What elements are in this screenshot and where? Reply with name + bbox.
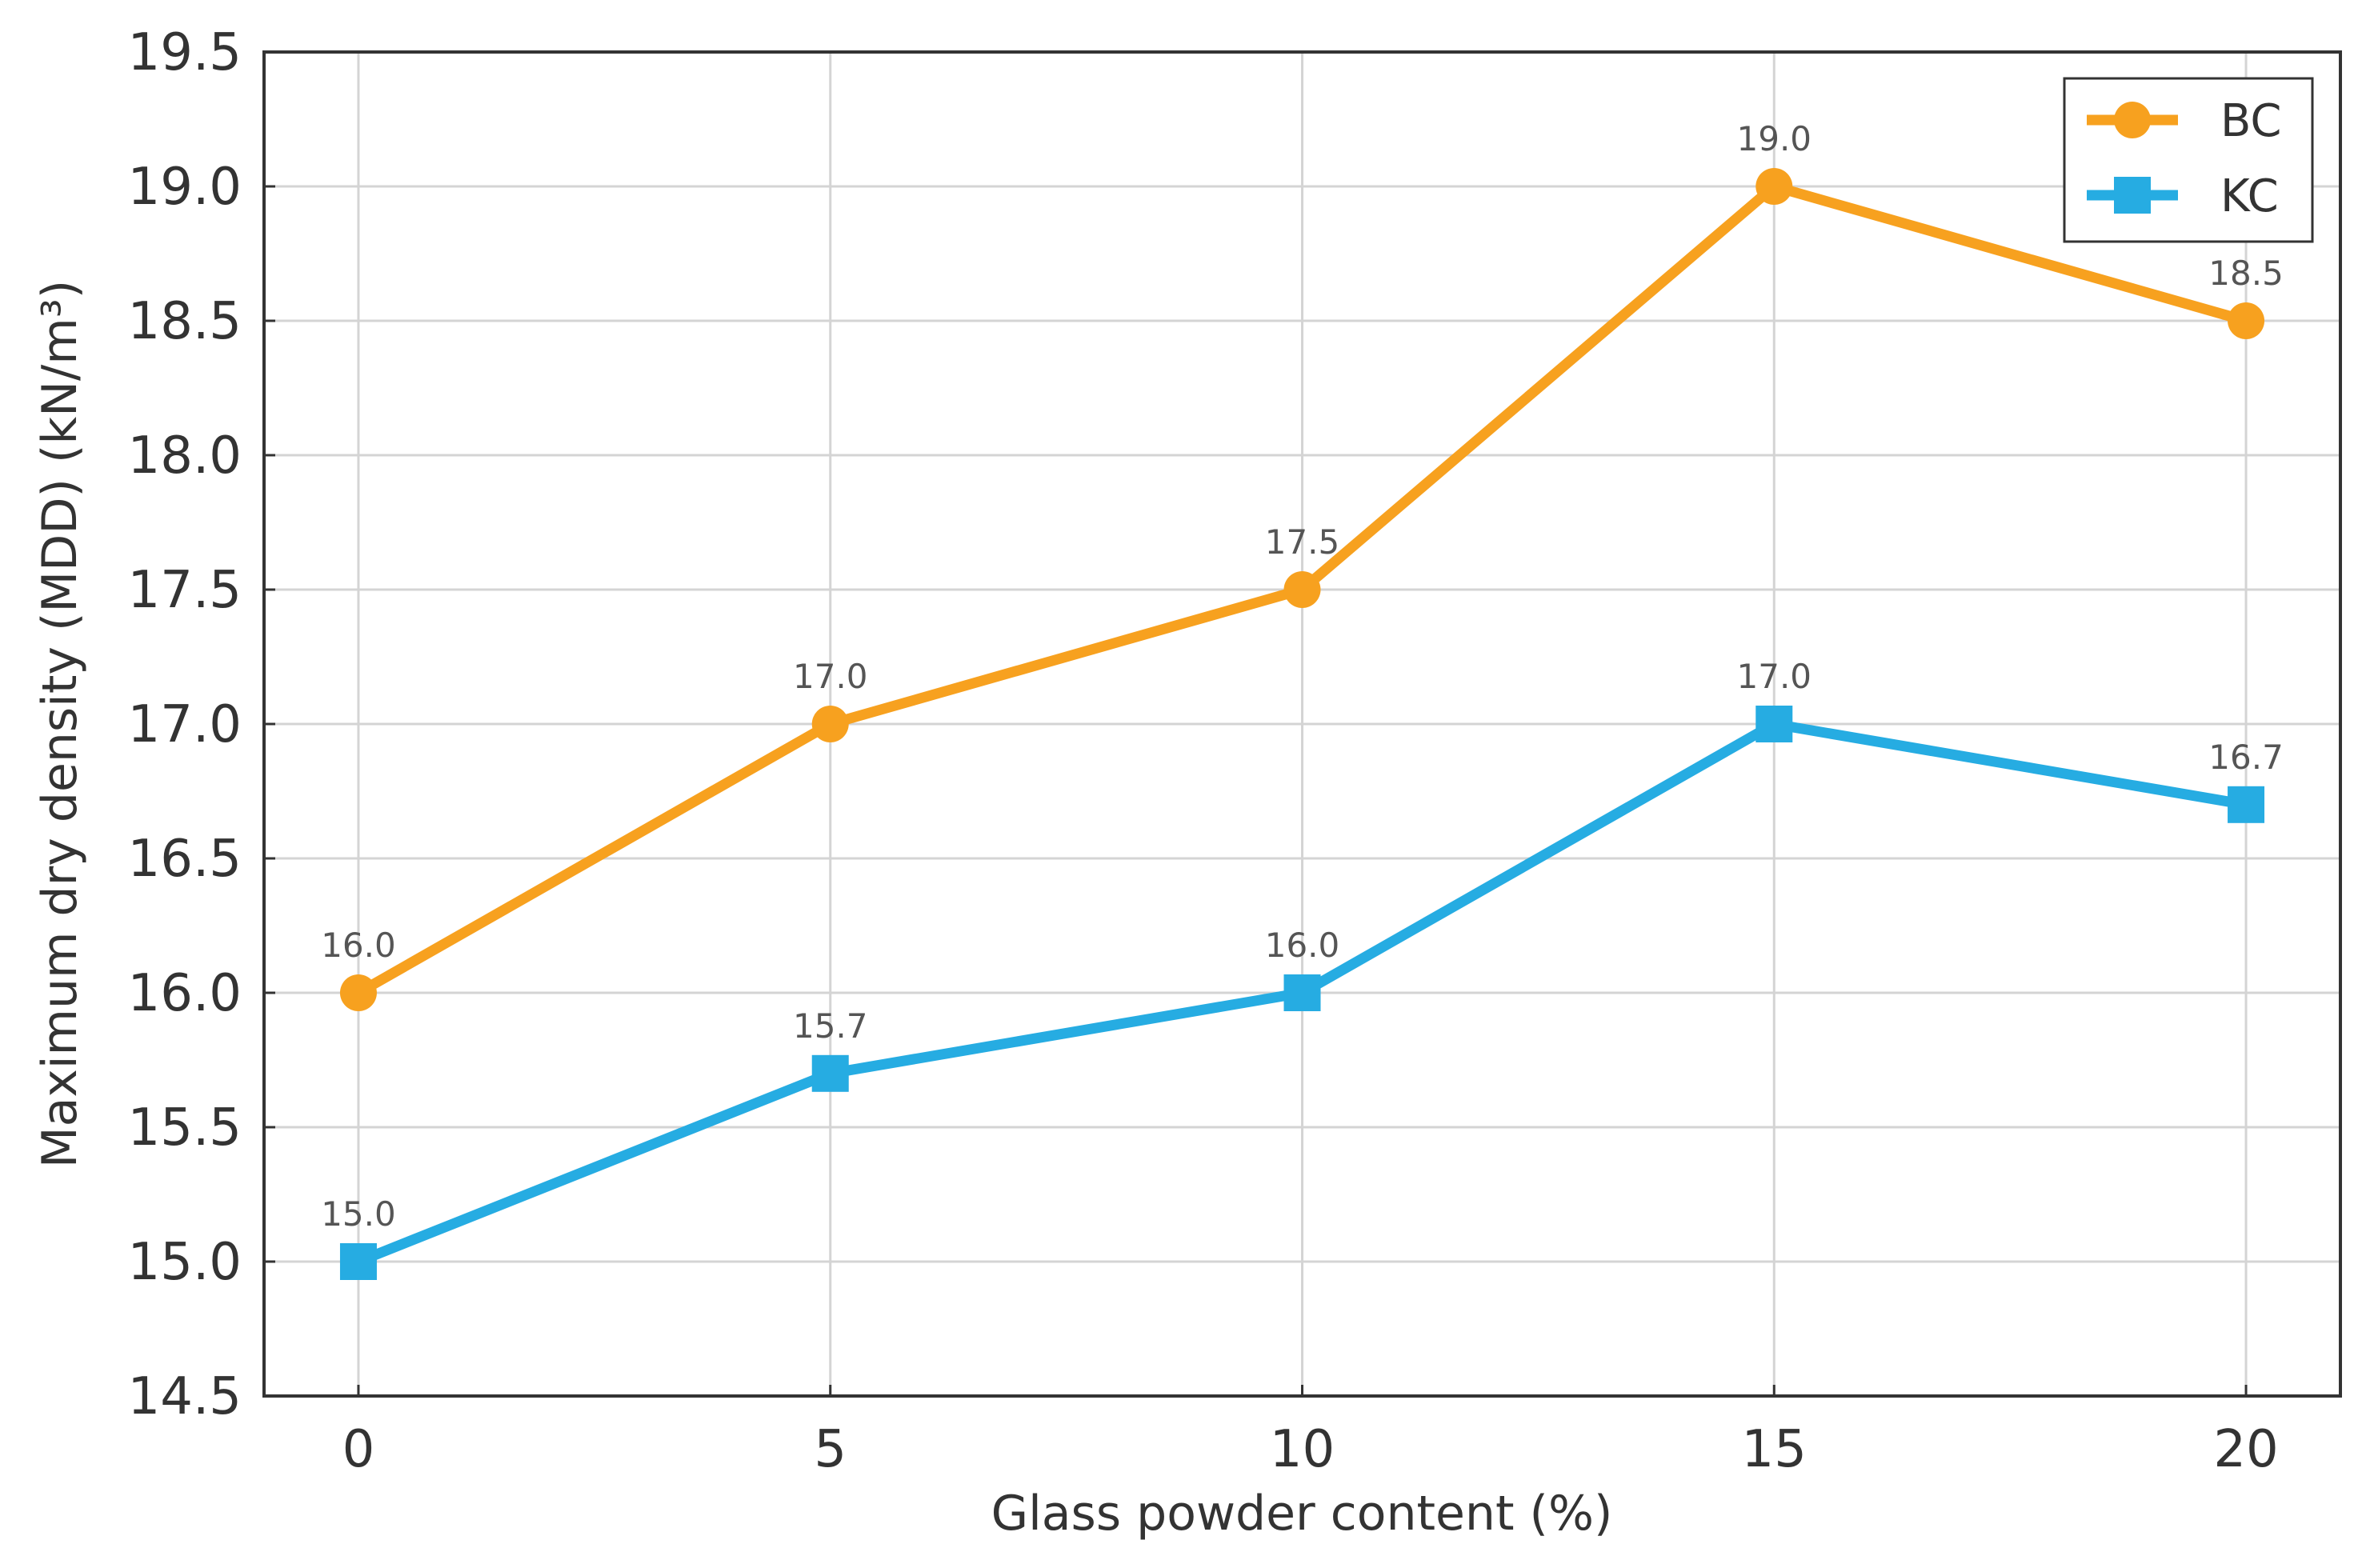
data-point-kc xyxy=(1755,706,1793,742)
data-label-kc: 16.7 xyxy=(2208,738,2284,777)
series-layer xyxy=(339,168,2265,1280)
data-label-bc: 18.5 xyxy=(2208,254,2284,293)
x-tick-label: 10 xyxy=(1270,1420,1335,1479)
y-tick-label: 19.5 xyxy=(128,23,242,82)
data-label-kc: 15.7 xyxy=(793,1006,868,1046)
legend-marker-bc xyxy=(2114,102,2151,138)
y-tick-label: 14.5 xyxy=(128,1367,242,1426)
x-tick-label: 5 xyxy=(814,1420,847,1479)
data-point-bc xyxy=(811,706,849,742)
y-tick-label: 15.0 xyxy=(128,1233,242,1292)
data-point-kc xyxy=(1283,974,1321,1011)
data-point-bc xyxy=(339,974,377,1011)
data-point-kc xyxy=(2228,786,2265,823)
legend-label-bc: BC xyxy=(2220,95,2282,147)
data-label-bc: 17.5 xyxy=(1265,522,1340,562)
y-tick-label: 17.5 xyxy=(128,561,242,620)
x-tick-label: 0 xyxy=(342,1420,375,1479)
data-label-bc: 17.0 xyxy=(793,657,868,696)
legend-box xyxy=(2063,77,2314,243)
y-tick-label: 16.5 xyxy=(128,830,242,889)
x-tick-label: 20 xyxy=(2213,1420,2278,1479)
y-tick-label: 19.0 xyxy=(128,158,242,217)
data-label-kc: 15.0 xyxy=(321,1194,396,1234)
y-tick-label: 17.0 xyxy=(128,695,242,754)
data-label-kc: 16.0 xyxy=(1265,926,1340,965)
y-tick-label: 18.0 xyxy=(128,426,242,486)
y-tick-label: 18.5 xyxy=(128,292,242,351)
legend-marker-kc xyxy=(2114,177,2151,214)
data-labels: 16.0 17.0 17.5 19.0 18.5 15.0 15.7 16.0 17.0 16.7 xyxy=(321,119,2284,1234)
legend-label-kc: KC xyxy=(2220,170,2279,222)
data-label-bc: 16.0 xyxy=(321,926,396,965)
legend: BC KC xyxy=(2063,77,2314,243)
plot-frame xyxy=(262,50,2342,1398)
data-point-kc xyxy=(339,1243,377,1280)
x-axis-label: Glass powder content (%) xyxy=(991,1486,1613,1542)
data-point-kc xyxy=(811,1054,849,1092)
data-point-bc xyxy=(2228,302,2265,339)
data-point-bc xyxy=(1283,571,1321,608)
data-label-bc: 19.0 xyxy=(1737,119,1812,158)
y-tick-label: 16.0 xyxy=(128,964,242,1023)
y-tick-label: 15.5 xyxy=(128,1098,242,1158)
data-point-bc xyxy=(1755,168,1793,205)
data-label-kc: 17.0 xyxy=(1737,657,1812,696)
x-tick-label: 15 xyxy=(1742,1420,1807,1479)
ticks: 0 5 10 15 20 14.5 15.0 15.5 16.0 16.5 17.0 17.5 18.0… xyxy=(128,23,2279,1479)
y-axis-label: Maximum dry density (MDD) (kN/m³) xyxy=(32,280,88,1168)
